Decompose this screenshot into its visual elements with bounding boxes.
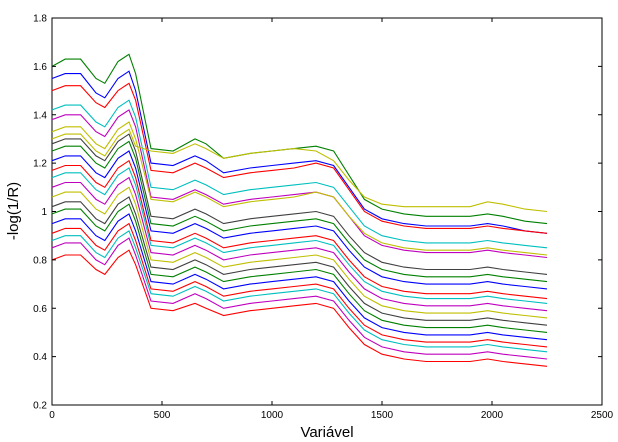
series-line-12	[51, 176, 548, 312]
y-tick-label: 1.4	[33, 110, 47, 121]
y-tick-label: 0.2	[33, 401, 47, 412]
x-tick-label: 1000	[261, 410, 284, 421]
y-tick-label: 0.6	[33, 304, 47, 315]
y-tick-label: 1.2	[33, 159, 47, 170]
series-line-6	[51, 121, 548, 256]
series-line-15	[51, 203, 548, 333]
x-tick-label: 2000	[481, 410, 504, 421]
series-line-4	[51, 99, 548, 249]
series-layer	[51, 53, 548, 367]
x-tick-label: 2500	[591, 410, 614, 421]
x-tick-label: 1500	[371, 410, 394, 421]
x-axis-title: Variável	[300, 424, 353, 441]
x-tick-label: 500	[154, 410, 171, 421]
series-line-9	[51, 150, 548, 290]
series-line-2	[51, 70, 548, 234]
x-tick-label: 0	[49, 410, 55, 421]
y-tick-label: 1	[41, 207, 47, 218]
series-line-16	[51, 213, 548, 341]
y-tick-label: 1.6	[33, 62, 47, 73]
series-line-13	[51, 186, 548, 319]
series-line-21	[51, 128, 548, 213]
series-line-20	[51, 249, 548, 367]
series-line-8	[51, 140, 548, 283]
series-line-19	[51, 237, 548, 360]
axes-layer: 0 500 1000 1500 2000 2500 0.2 0.4 0.6 0.8 1 1.2 1.4 1…	[33, 14, 613, 422]
series-line-7	[51, 133, 548, 275]
y-tick-label: 0.4	[33, 352, 47, 363]
y-tick-label: 1.8	[33, 14, 47, 25]
y-axis-title: -log(1/R)	[5, 182, 22, 240]
series-line-14	[51, 196, 548, 326]
series-line-18	[51, 230, 548, 353]
series-line-17	[51, 222, 548, 348]
series-line-11	[51, 167, 548, 304]
series-line-10	[51, 159, 548, 300]
series-line-5	[51, 109, 548, 259]
series-line-3	[51, 82, 548, 234]
y-tick-label: 0.8	[33, 255, 47, 266]
